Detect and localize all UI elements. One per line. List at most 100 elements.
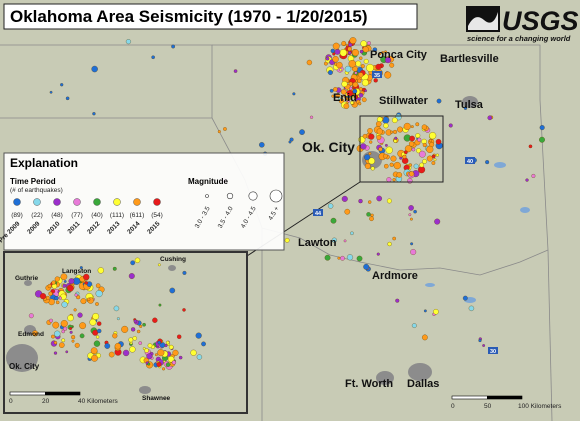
earthquake — [384, 71, 392, 79]
earthquake — [408, 213, 412, 217]
earthquake — [416, 148, 422, 154]
earthquake — [376, 134, 382, 140]
earthquake — [309, 115, 314, 119]
earthquake — [350, 100, 354, 105]
earthquake — [378, 52, 382, 56]
earthquake — [358, 87, 363, 91]
title: Oklahoma Area Seismicity (1970 - 1/20/20… — [10, 7, 368, 26]
earthquake — [391, 117, 398, 124]
earthquake — [348, 42, 353, 47]
earthquake — [91, 65, 98, 73]
earthquake — [67, 284, 74, 292]
earthquake — [368, 133, 375, 140]
inset-map: Guthrie Langston Cushing Edmond Ok. City… — [3, 251, 248, 414]
city-label: Stillwater — [379, 95, 429, 107]
earthquake — [128, 337, 134, 343]
earthquake — [421, 124, 427, 130]
earthquake — [97, 267, 104, 274]
earthquake — [353, 94, 359, 99]
title-box — [3, 3, 418, 30]
earthquake — [361, 97, 367, 103]
earthquake — [413, 209, 417, 214]
earthquake — [157, 340, 161, 345]
earthquake — [360, 143, 367, 150]
earthquake — [332, 42, 340, 50]
earthquake — [429, 132, 437, 140]
earthquake — [53, 341, 58, 345]
earthquake — [381, 51, 385, 54]
earthquake — [422, 334, 428, 341]
scale-label: 100 Kilometers — [518, 403, 562, 410]
earthquake — [393, 139, 398, 143]
earthquake — [435, 138, 442, 145]
earthquake — [347, 46, 352, 52]
earthquake — [335, 93, 341, 98]
earthquake — [61, 338, 66, 343]
earthquake — [330, 217, 337, 224]
earthquake — [341, 89, 347, 95]
city-label: Bartlesville — [440, 53, 499, 65]
earthquake — [32, 330, 39, 337]
earthquake — [74, 293, 78, 297]
earthquake — [299, 129, 305, 135]
earthquake — [96, 321, 102, 326]
earthquake — [169, 287, 176, 294]
earthquake — [158, 303, 162, 307]
logo: USGS science for a changing world — [466, 6, 579, 43]
earthquake — [89, 318, 97, 326]
earthquake — [132, 336, 137, 341]
earthquake — [60, 273, 68, 281]
earthquake — [364, 89, 368, 93]
earthquake — [393, 161, 401, 170]
earthquake — [113, 305, 120, 312]
earthquake — [364, 163, 371, 169]
earthquake — [366, 41, 371, 46]
earthquake — [157, 263, 161, 267]
earthquake — [402, 154, 407, 159]
earthquake — [92, 313, 100, 320]
earthquake — [539, 136, 545, 143]
earthquake — [418, 150, 426, 158]
earthquake — [182, 308, 186, 312]
earthquake — [288, 140, 292, 144]
earthquake — [65, 96, 70, 101]
logo-tagline: science for a changing world — [467, 34, 571, 43]
earthquake — [292, 92, 296, 96]
city-label: Tulsa — [455, 99, 484, 111]
earthquake — [69, 326, 73, 330]
earthquake — [77, 312, 83, 318]
earthquake — [83, 273, 90, 281]
earthquake — [71, 335, 76, 340]
earthquake — [90, 347, 98, 355]
earthquake — [366, 63, 374, 72]
earthquake — [478, 338, 482, 343]
earthquake — [172, 349, 179, 356]
earthquake — [410, 242, 414, 246]
legend-count: (40) — [91, 212, 103, 219]
earthquake — [327, 70, 333, 75]
earthquake — [347, 51, 352, 55]
earthquake — [487, 115, 493, 121]
inset-outline — [359, 115, 444, 183]
earthquake — [407, 178, 413, 184]
earthquake — [429, 139, 433, 143]
earthquake — [62, 283, 67, 288]
earthquake — [411, 323, 417, 328]
legend-count: (611) — [130, 212, 145, 219]
earthquake — [378, 147, 383, 152]
city-label: Ok. City — [302, 139, 355, 155]
earthquake — [434, 218, 441, 225]
earthquake — [325, 56, 330, 61]
earthquake — [178, 355, 183, 360]
earthquake — [468, 305, 475, 312]
logo-name: USGS — [502, 6, 579, 36]
earthquake — [53, 351, 58, 355]
legend-swatch — [133, 198, 141, 206]
earthquake — [531, 173, 536, 178]
earthquake — [60, 320, 68, 328]
earthquake — [339, 68, 343, 72]
earthquake — [74, 342, 80, 348]
earthquake — [84, 281, 89, 285]
earthquake — [346, 254, 354, 261]
earthquake — [52, 321, 60, 329]
